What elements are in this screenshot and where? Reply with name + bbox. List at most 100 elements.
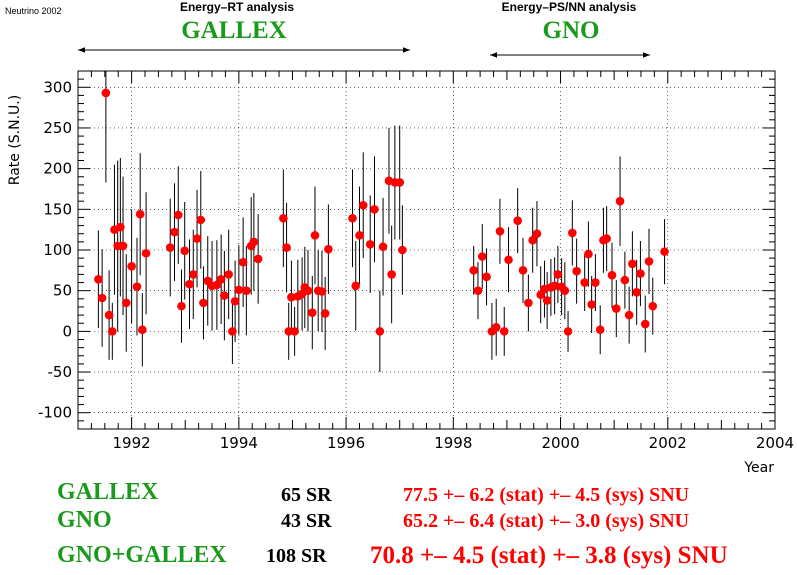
summary-gallex-runs: 65 SR <box>281 484 332 506</box>
data-point <box>165 243 175 252</box>
data-point <box>499 327 509 336</box>
data-point <box>234 285 244 295</box>
data-point <box>568 228 577 238</box>
data-point <box>477 252 487 261</box>
data-point <box>199 298 208 308</box>
data-point <box>375 327 385 336</box>
data-point <box>196 215 206 225</box>
y-tick-label: -100 <box>38 404 72 422</box>
data-point <box>228 327 237 336</box>
data-point <box>351 281 361 291</box>
data-point <box>584 249 593 259</box>
data-point <box>648 301 658 311</box>
y-tick-label: 50 <box>53 282 72 300</box>
data-point <box>532 229 542 239</box>
data-point <box>108 327 117 336</box>
data-point <box>560 286 570 295</box>
data-point <box>607 270 617 280</box>
data-point <box>495 226 505 236</box>
gno-analysis-label: Energy–PS/NN analysis <box>502 0 637 14</box>
data-point <box>615 196 625 206</box>
data-point <box>378 242 388 252</box>
conference-tag: Neutrino 2002 <box>5 6 62 16</box>
data-point <box>553 270 563 279</box>
error-bars <box>97 71 666 373</box>
y-tick-label: 100 <box>43 241 72 259</box>
data-point <box>563 327 573 336</box>
data-point <box>118 241 128 251</box>
data-point <box>141 248 151 258</box>
summary-combined-runs: 108 SR <box>266 545 327 567</box>
data-point <box>395 178 404 187</box>
grid <box>78 71 776 429</box>
data-point <box>640 319 650 329</box>
data-point <box>310 231 320 240</box>
data-point <box>370 205 379 214</box>
data-point <box>469 266 478 275</box>
summary-gno-result: 65.2 +– 6.4 (stat) +– 3.0 (sys) SNU <box>403 510 690 532</box>
summary-gallex-label: GALLEX <box>57 479 159 505</box>
data-point <box>587 300 596 309</box>
data-point <box>220 291 229 300</box>
y-tick-label: 0 <box>62 322 72 340</box>
data-point <box>282 243 291 252</box>
data-point <box>550 281 559 291</box>
data-point <box>348 213 357 223</box>
data-point <box>580 278 589 287</box>
data-point <box>116 222 125 232</box>
data-point <box>528 235 537 245</box>
data-point <box>138 325 147 335</box>
data-point <box>307 308 317 317</box>
summary-gallex-result: 77.5 +– 6.2 (stat) +– 4.5 (sys) SNU <box>403 484 690 506</box>
x-tick-label: 1996 <box>327 434 365 452</box>
x-tick-label: 1992 <box>113 434 151 452</box>
data-point <box>636 269 645 278</box>
data-point <box>238 257 248 267</box>
data-point <box>287 292 296 302</box>
gallex-analysis-label: Energy–RT analysis <box>180 0 294 14</box>
data-point <box>320 309 330 318</box>
data-point <box>602 234 611 243</box>
x-tick-label: 1994 <box>220 434 258 452</box>
data-point <box>572 266 581 276</box>
data-point <box>284 327 294 336</box>
data-point <box>660 247 669 256</box>
x-tick-label: 2000 <box>541 434 579 452</box>
data-point <box>491 322 501 332</box>
y-tick-label: 200 <box>43 160 72 178</box>
data-point <box>216 274 226 284</box>
data-point <box>504 255 513 265</box>
data-point <box>387 270 396 279</box>
data-point <box>121 298 131 308</box>
x-tick-label: 2002 <box>649 434 687 452</box>
data-point <box>358 200 368 210</box>
data-point <box>173 210 183 220</box>
data-point <box>365 240 375 249</box>
data-point <box>101 88 111 98</box>
data-point <box>253 254 263 264</box>
data-point <box>398 245 407 255</box>
y-tick-label: -50 <box>48 363 73 381</box>
y-tick-label: 300 <box>43 78 72 96</box>
data-point <box>317 287 327 296</box>
data-point <box>279 213 288 223</box>
data-point <box>473 286 483 295</box>
y-axis-label: Rate (S.N.U.) <box>7 95 23 185</box>
data-point <box>127 261 136 271</box>
data-point <box>94 274 103 284</box>
data-point <box>97 293 107 303</box>
data-points <box>94 88 669 336</box>
data-point <box>513 216 522 226</box>
data-point <box>180 246 189 256</box>
summary-combined-result: 70.8 +– 4.5 (stat) +– 3.8 (sys) SNU <box>370 542 728 569</box>
data-point <box>224 270 233 279</box>
summary-combined-label: GNO+GALLEX <box>57 542 227 568</box>
x-tick-label: 2004 <box>756 434 794 452</box>
data-point <box>135 209 145 219</box>
data-point <box>644 257 654 266</box>
data-point <box>482 272 491 282</box>
y-tick-label: 250 <box>43 119 72 137</box>
data-point <box>132 282 142 291</box>
data-point <box>242 286 251 295</box>
data-point <box>303 286 313 295</box>
